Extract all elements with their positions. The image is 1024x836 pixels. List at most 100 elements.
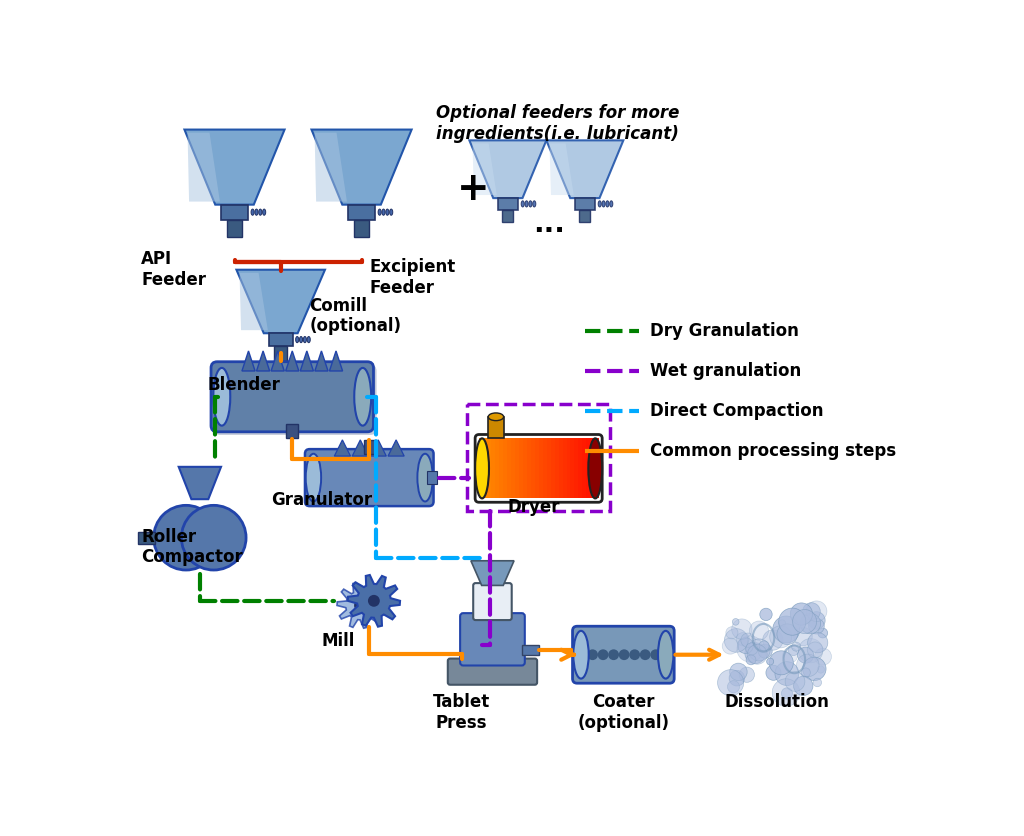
Polygon shape bbox=[257, 351, 269, 371]
Polygon shape bbox=[286, 351, 299, 371]
Ellipse shape bbox=[390, 209, 393, 215]
Circle shape bbox=[729, 670, 744, 686]
Circle shape bbox=[732, 619, 739, 625]
Ellipse shape bbox=[296, 337, 299, 343]
Polygon shape bbox=[184, 130, 285, 205]
Ellipse shape bbox=[609, 201, 612, 207]
Circle shape bbox=[587, 650, 598, 660]
Polygon shape bbox=[348, 575, 400, 627]
Bar bbox=[519, 438, 523, 498]
Circle shape bbox=[354, 599, 366, 611]
Circle shape bbox=[760, 609, 772, 620]
Text: API
Feeder: API Feeder bbox=[141, 251, 207, 289]
Circle shape bbox=[746, 655, 756, 665]
Circle shape bbox=[785, 671, 805, 691]
Circle shape bbox=[807, 642, 823, 658]
Circle shape bbox=[748, 639, 770, 661]
FancyBboxPatch shape bbox=[572, 626, 674, 683]
Bar bbox=[511, 438, 515, 498]
Bar bbox=[566, 438, 571, 498]
Text: Common processing steps: Common processing steps bbox=[650, 442, 896, 461]
Ellipse shape bbox=[307, 337, 310, 343]
Circle shape bbox=[799, 639, 822, 663]
Polygon shape bbox=[314, 351, 328, 371]
Polygon shape bbox=[471, 561, 514, 585]
Bar bbox=[354, 220, 369, 237]
Polygon shape bbox=[472, 144, 497, 195]
Ellipse shape bbox=[475, 438, 489, 498]
Circle shape bbox=[726, 627, 738, 639]
Circle shape bbox=[759, 641, 769, 651]
Bar bbox=[583, 438, 587, 498]
Bar bbox=[483, 438, 487, 498]
Ellipse shape bbox=[259, 209, 262, 215]
Circle shape bbox=[744, 643, 766, 664]
FancyBboxPatch shape bbox=[305, 449, 433, 506]
Circle shape bbox=[781, 688, 793, 699]
Bar bbox=[570, 438, 575, 498]
Polygon shape bbox=[187, 133, 220, 201]
Circle shape bbox=[608, 650, 618, 660]
Circle shape bbox=[791, 603, 812, 625]
Ellipse shape bbox=[386, 209, 389, 215]
Circle shape bbox=[794, 676, 813, 696]
Ellipse shape bbox=[589, 438, 602, 498]
Circle shape bbox=[181, 505, 246, 570]
Ellipse shape bbox=[255, 209, 258, 215]
Ellipse shape bbox=[251, 209, 254, 215]
Polygon shape bbox=[388, 440, 404, 456]
Circle shape bbox=[772, 679, 800, 706]
Bar bbox=[499, 438, 504, 498]
Bar bbox=[521, 645, 539, 655]
Bar bbox=[467, 405, 610, 511]
Ellipse shape bbox=[306, 454, 322, 502]
Ellipse shape bbox=[418, 454, 433, 502]
Bar bbox=[348, 205, 375, 220]
Polygon shape bbox=[237, 270, 325, 334]
Ellipse shape bbox=[528, 201, 531, 207]
Bar bbox=[562, 438, 567, 498]
Bar bbox=[364, 440, 375, 454]
Bar bbox=[535, 438, 540, 498]
FancyBboxPatch shape bbox=[460, 613, 524, 665]
Text: +: + bbox=[457, 170, 489, 208]
Circle shape bbox=[722, 638, 738, 654]
Bar bbox=[558, 438, 563, 498]
Text: Wet granulation: Wet granulation bbox=[650, 362, 802, 380]
Bar bbox=[574, 438, 580, 498]
Text: Blender: Blender bbox=[208, 376, 281, 395]
FancyBboxPatch shape bbox=[473, 584, 512, 620]
Bar bbox=[555, 438, 559, 498]
Polygon shape bbox=[271, 351, 285, 371]
Polygon shape bbox=[547, 140, 624, 198]
Text: Coater
(optional): Coater (optional) bbox=[578, 693, 670, 732]
Bar bbox=[587, 438, 591, 498]
Bar bbox=[515, 438, 519, 498]
Circle shape bbox=[773, 616, 800, 643]
Bar bbox=[221, 205, 248, 220]
Ellipse shape bbox=[303, 337, 306, 343]
Circle shape bbox=[766, 665, 781, 681]
FancyBboxPatch shape bbox=[447, 659, 538, 685]
Circle shape bbox=[792, 642, 801, 651]
Text: Granulator: Granulator bbox=[270, 492, 372, 509]
Text: Comill
(optional): Comill (optional) bbox=[309, 297, 401, 335]
Circle shape bbox=[154, 505, 218, 570]
Polygon shape bbox=[240, 273, 268, 330]
Polygon shape bbox=[314, 133, 347, 201]
Bar bbox=[547, 438, 551, 498]
Text: Dry Granulation: Dry Granulation bbox=[650, 323, 799, 340]
Bar bbox=[530, 438, 536, 498]
Bar bbox=[539, 438, 544, 498]
Circle shape bbox=[778, 619, 785, 627]
Bar bbox=[507, 438, 512, 498]
Text: Direct Compaction: Direct Compaction bbox=[650, 402, 824, 421]
Circle shape bbox=[801, 668, 810, 677]
Bar bbox=[495, 438, 500, 498]
Circle shape bbox=[732, 619, 752, 640]
Circle shape bbox=[618, 650, 630, 660]
Text: Dissolution: Dissolution bbox=[725, 693, 829, 711]
Bar bbox=[498, 198, 518, 210]
Circle shape bbox=[804, 609, 810, 615]
Ellipse shape bbox=[382, 209, 385, 215]
